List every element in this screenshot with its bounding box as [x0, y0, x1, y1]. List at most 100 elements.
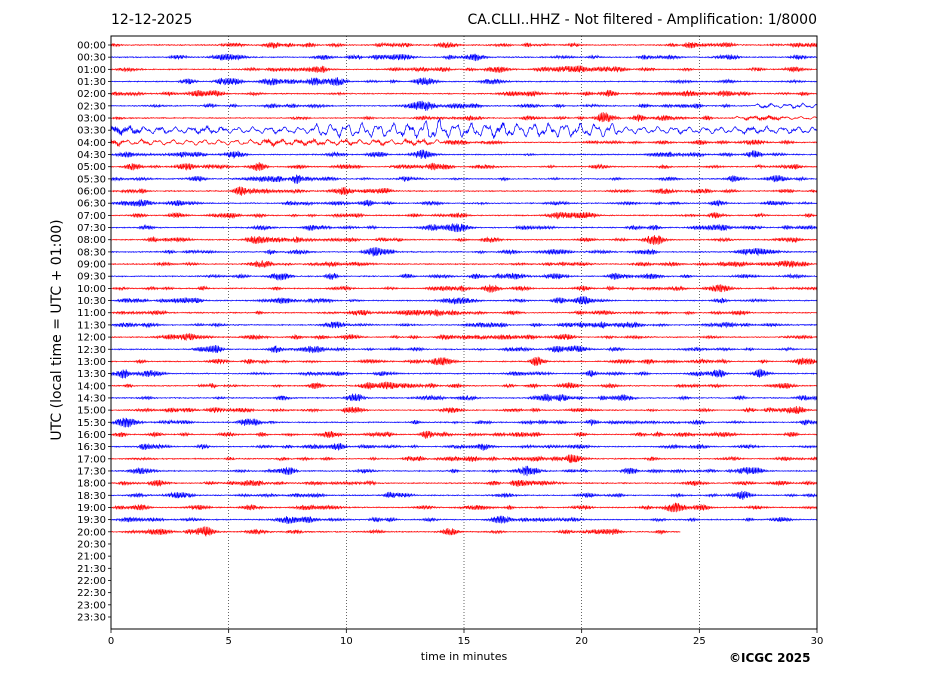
y-tick-label: 17:00: [77, 454, 106, 465]
x-axis-label: time in minutes: [420, 650, 508, 663]
trace-0800: [110, 235, 818, 245]
x-tick-label: 0: [108, 636, 114, 647]
y-tick-label: 14:30: [77, 393, 106, 404]
trace-1730: [110, 465, 818, 477]
trace-1230: [110, 345, 818, 354]
y-tick-label: 15:30: [77, 418, 106, 429]
y-tick-label: 17:30: [77, 466, 106, 477]
trace-0700: [110, 211, 818, 220]
y-tick-label: 16:30: [77, 442, 106, 453]
trace-1630: [110, 442, 818, 451]
y-tick-label: 07:30: [77, 223, 106, 234]
trace-0600: [110, 186, 818, 196]
trace-1300: [110, 356, 818, 366]
y-tick-label: 00:00: [77, 41, 106, 52]
trace-0200: [110, 89, 818, 98]
y-tick-label: 13:00: [77, 357, 106, 368]
x-tick-label: 10: [340, 636, 353, 647]
trace-1330: [110, 368, 818, 379]
trace-0230: [110, 100, 818, 111]
trace-0730: [110, 222, 818, 233]
trace-0930: [110, 272, 818, 281]
x-tick-label: 25: [693, 636, 706, 647]
y-tick-label: 21:00: [77, 552, 106, 563]
trace-0100: [110, 65, 818, 73]
y-tick-label: 06:30: [77, 199, 106, 210]
y-tick-label: 05:00: [77, 162, 106, 173]
y-tick-label: 18:30: [77, 491, 106, 502]
trace-2000: [110, 526, 681, 538]
trace-1130: [110, 321, 818, 330]
trace-1500: [110, 405, 818, 415]
x-tick-label: 5: [225, 636, 231, 647]
y-tick-label: 00:30: [77, 53, 106, 64]
y-tick-label: 12:00: [77, 333, 106, 344]
y-tick-label: 09:30: [77, 272, 106, 283]
trace-0300: [110, 112, 818, 123]
y-tick-label: 23:30: [77, 612, 106, 623]
trace-0030: [110, 53, 818, 62]
trace-1100: [110, 309, 818, 317]
x-tick-label: 15: [458, 636, 471, 647]
y-tick-label: 18:00: [77, 479, 106, 490]
y-tick-label: 05:30: [77, 174, 106, 185]
y-tick-label: 22:00: [77, 576, 106, 587]
y-tick-label: 01:30: [77, 77, 106, 88]
y-tick-label: 02:00: [77, 89, 106, 100]
x-tick-label: 30: [811, 636, 824, 647]
trace-0000: [110, 41, 818, 49]
y-tick-label: 20:00: [77, 527, 106, 538]
copyright-text: ©ICGC 2025: [729, 651, 811, 665]
trace-0430: [110, 149, 818, 160]
trace-0530: [110, 174, 818, 184]
trace-0830: [110, 247, 818, 257]
trace-1800: [110, 479, 818, 487]
trace-1030: [110, 296, 818, 305]
y-tick-label: 12:30: [77, 345, 106, 356]
x-tick-label: 20: [575, 636, 588, 647]
trace-1830: [110, 490, 818, 500]
trace-1530: [110, 417, 818, 428]
y-tick-label: 22:30: [77, 588, 106, 599]
trace-1930: [110, 515, 818, 524]
trace-0130: [110, 77, 818, 86]
y-tick-label: 10:30: [77, 296, 106, 307]
y-tick-label: 01:00: [77, 65, 106, 76]
trace-0500: [110, 162, 818, 172]
y-tick-label: 14:00: [77, 381, 106, 392]
y-tick-label: 11:30: [77, 320, 106, 331]
trace-0330: [110, 117, 818, 140]
y-tick-label: 11:00: [77, 308, 106, 319]
trace-1430: [110, 393, 818, 403]
trace-0400: [110, 137, 818, 148]
y-tick-label: 09:00: [77, 260, 106, 271]
trace-1900: [110, 502, 818, 513]
y-tick-label: 04:30: [77, 150, 106, 161]
y-tick-label: 19:00: [77, 503, 106, 514]
y-tick-label: 10:00: [77, 284, 106, 295]
y-tick-label: 23:00: [77, 600, 106, 611]
y-tick-label: 19:30: [77, 515, 106, 526]
trace-0630: [110, 199, 818, 207]
trace-1000: [110, 284, 818, 293]
y-tick-label: 03:30: [77, 126, 106, 137]
chart-title: CA.CLLI..HHZ - Not filtered - Amplificat…: [467, 12, 817, 28]
trace-0900: [110, 260, 817, 268]
y-tick-label: 04:00: [77, 138, 106, 149]
y-tick-label: 08:00: [77, 235, 106, 246]
chart-date: 12-12-2025: [111, 12, 193, 28]
y-tick-label: 03:00: [77, 114, 106, 125]
y-tick-label: 08:30: [77, 247, 106, 258]
trace-1200: [110, 333, 818, 341]
y-tick-label: 21:30: [77, 564, 106, 575]
y-tick-label: 16:00: [77, 430, 106, 441]
y-tick-label: 15:00: [77, 406, 106, 417]
y-tick-label: 13:30: [77, 369, 106, 380]
y-tick-label: 20:30: [77, 539, 106, 550]
y-tick-label: 07:00: [77, 211, 106, 222]
trace-1600: [110, 430, 818, 439]
y-tick-label: 02:30: [77, 101, 106, 112]
trace-1700: [110, 454, 818, 464]
trace-1400: [110, 381, 818, 391]
